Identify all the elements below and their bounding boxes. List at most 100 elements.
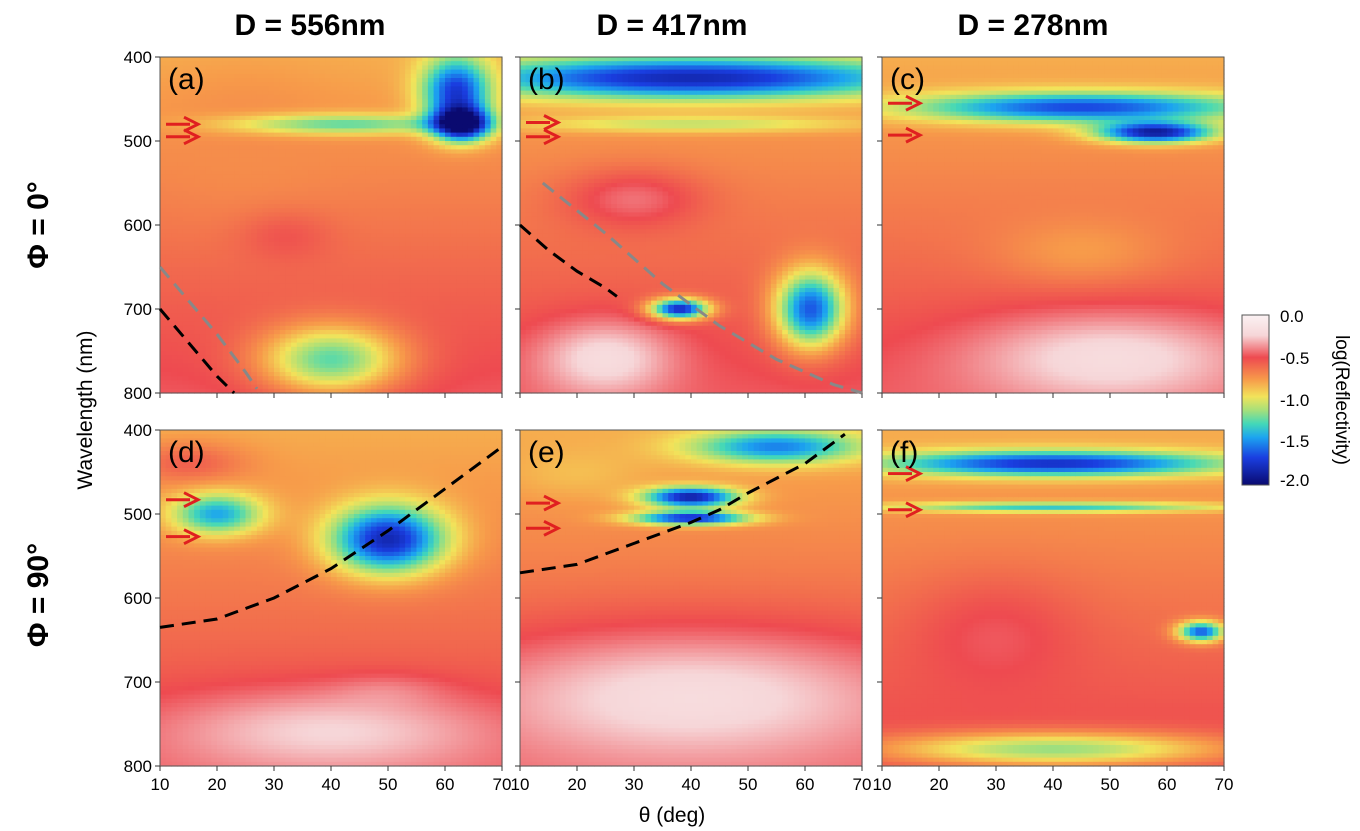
heatmap-cell (410, 246, 418, 251)
heatmap-cell (348, 279, 355, 285)
heatmap-cell (313, 330, 321, 335)
heatmap-cell (365, 288, 372, 293)
heatmap-cell (222, 195, 229, 201)
heatmap-cell (296, 128, 304, 134)
heatmap-cell (490, 103, 497, 108)
heatmap-cell (274, 99, 281, 104)
heatmap-cell (205, 342, 212, 348)
heatmap-cell (296, 132, 304, 138)
heatmap-cell (245, 107, 252, 113)
heatmap-cell (473, 111, 480, 117)
heatmap-cell (296, 82, 304, 87)
heatmap-cell (416, 86, 423, 92)
heatmap-cell (256, 355, 264, 360)
heatmap-cell (251, 380, 258, 386)
heatmap-cell (160, 136, 167, 142)
heatmap-cell (342, 334, 349, 339)
heatmap-cell (422, 103, 429, 108)
heatmap-cell (467, 355, 475, 360)
heatmap-cell (256, 174, 264, 180)
heatmap-cell (473, 254, 480, 260)
heatmap-cell (445, 115, 452, 121)
heatmap-cell (325, 90, 332, 96)
heatmap-cell (279, 317, 286, 323)
heatmap-cell (365, 191, 372, 197)
heatmap-cell (467, 90, 475, 96)
heatmap-cell (245, 78, 252, 83)
heatmap-cell (399, 69, 406, 75)
heatmap-cell (467, 124, 475, 129)
heatmap-cell (222, 317, 229, 323)
heatmap-cell (496, 73, 503, 79)
heatmap-cell (228, 94, 235, 100)
heatmap-cell (251, 250, 258, 255)
heatmap-cell (473, 367, 480, 373)
heatmap-cell (256, 275, 264, 281)
heatmap-cell (393, 258, 400, 264)
heatmap-cell (217, 267, 224, 272)
heatmap-cell (262, 254, 269, 260)
heatmap-cell (177, 162, 184, 167)
heatmap-cell (279, 69, 286, 75)
heatmap-cell (268, 166, 275, 171)
heatmap-cell (245, 220, 252, 226)
heatmap-cell (439, 346, 446, 352)
heatmap-cell (268, 338, 275, 344)
heatmap-cell (490, 57, 497, 62)
heatmap-cell (439, 183, 446, 188)
heatmap-cell (256, 241, 264, 247)
heatmap-cell (274, 94, 281, 100)
heatmap-cell (177, 250, 184, 255)
heatmap-cell (319, 330, 326, 335)
heatmap-cell (182, 246, 190, 251)
heatmap-cell (256, 111, 264, 117)
heatmap-cell (484, 367, 492, 373)
heatmap-cell (405, 162, 412, 167)
heatmap-cell (388, 367, 395, 373)
heatmap-cell (462, 212, 469, 218)
heatmap-cell (205, 69, 212, 75)
heatmap-cell (194, 111, 201, 117)
heatmap-cell (393, 317, 400, 323)
heatmap-cell (484, 82, 492, 87)
heatmap-cell (239, 220, 247, 226)
heatmap-cell (467, 178, 475, 184)
heatmap-cell (445, 69, 452, 75)
heatmap-cell (222, 128, 229, 134)
heatmap-cell (251, 199, 258, 205)
heatmap-cell (484, 174, 492, 180)
heatmap-cell (359, 153, 366, 159)
heatmap-cell (188, 204, 195, 209)
heatmap-cell (467, 199, 475, 205)
heatmap-cell (199, 271, 207, 276)
heatmap-cell (342, 94, 349, 100)
heatmap-cell (262, 132, 269, 138)
heatmap-cell (353, 107, 361, 113)
heatmap-cell (177, 254, 184, 260)
heatmap-cell (520, 372, 527, 377)
heatmap-cell (319, 363, 326, 369)
heatmap-cell (376, 275, 383, 281)
heatmap-cell (433, 124, 440, 129)
heatmap-cell (296, 283, 304, 289)
heatmap-cell (268, 149, 275, 155)
heatmap-cell (188, 195, 195, 201)
heatmap-cell (479, 153, 486, 159)
heatmap-cell (456, 195, 463, 201)
heatmap-cell (382, 149, 389, 155)
heatmap-cell (251, 124, 258, 129)
heatmap-cell (205, 384, 212, 390)
heatmap-cell (160, 162, 167, 167)
heatmap-cell (325, 99, 332, 104)
heatmap-cell (291, 57, 298, 62)
heatmap-cell (285, 384, 292, 390)
heatmap-cell (279, 115, 286, 121)
heatmap-cell (268, 271, 275, 276)
heatmap-cell (331, 174, 338, 180)
heatmap-cell (217, 241, 224, 247)
heatmap-cell (393, 279, 400, 285)
heatmap-cell (251, 384, 258, 390)
heatmap-cell (296, 367, 304, 373)
heatmap-cell (399, 145, 406, 150)
heatmap-cell (188, 162, 195, 167)
